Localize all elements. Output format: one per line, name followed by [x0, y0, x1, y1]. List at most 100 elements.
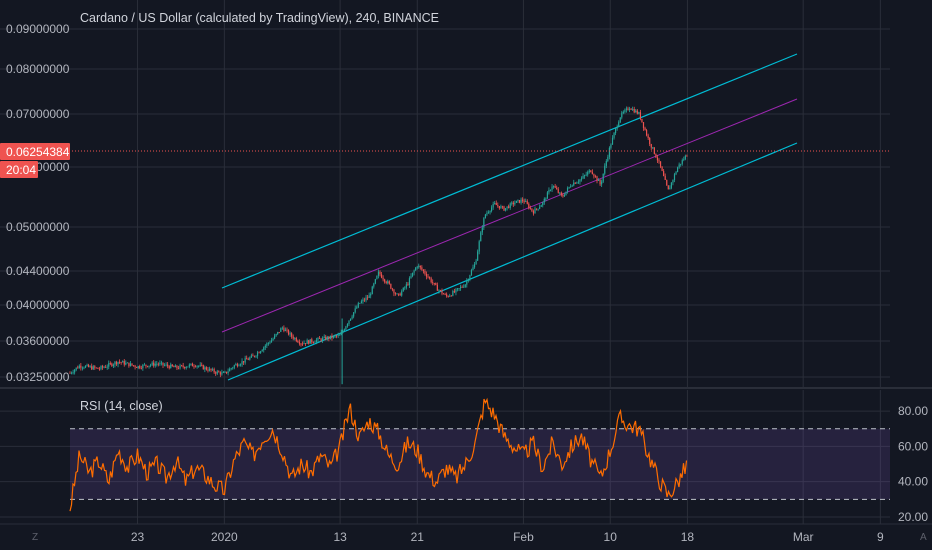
candle-body: [126, 362, 128, 364]
candle-body: [312, 342, 314, 343]
candle-body: [487, 212, 490, 214]
candle-body: [380, 274, 383, 278]
candle-body: [153, 362, 155, 366]
candle-body: [320, 338, 322, 341]
candle-body: [528, 203, 530, 209]
candle-body: [394, 293, 397, 295]
price-tick-label: 0.07000000: [6, 107, 70, 121]
candle-body: [362, 299, 364, 302]
candle-body: [123, 361, 125, 365]
candle-body: [281, 327, 283, 329]
candle-body: [563, 195, 566, 197]
candle-body: [677, 167, 679, 173]
candle-body: [329, 335, 331, 339]
candle-body: [477, 251, 479, 261]
candle-body: [277, 331, 279, 334]
price-tick-label: 0.04400000: [6, 264, 70, 278]
candle-body: [363, 299, 366, 301]
candle-body: [111, 363, 113, 366]
candle-body: [236, 364, 238, 367]
candle-body: [441, 290, 443, 294]
candle-body: [160, 362, 163, 364]
candle-body: [136, 367, 138, 368]
timezone-icon[interactable]: Z: [32, 532, 38, 543]
candle-body: [652, 147, 654, 149]
candle-body: [453, 291, 455, 293]
candle-body: [154, 363, 156, 366]
channel-upper-line[interactable]: [221, 53, 798, 289]
candle-body: [128, 362, 130, 367]
candle-body: [436, 284, 438, 291]
candle-body: [588, 170, 590, 173]
candle-body: [390, 283, 392, 289]
candle-body: [309, 339, 311, 344]
candle-body: [70, 372, 73, 374]
candle-body: [416, 266, 418, 268]
time-axis-bg[interactable]: [0, 524, 932, 550]
candle-body: [601, 181, 603, 185]
candle-body: [489, 210, 491, 213]
candle-body: [365, 297, 367, 301]
candle-body: [661, 166, 663, 171]
candle-body: [582, 175, 584, 179]
candle-body: [605, 161, 607, 166]
candle-body: [596, 176, 598, 181]
candle-body: [337, 334, 339, 337]
candle-body: [649, 138, 651, 145]
candle-body: [145, 364, 147, 366]
candle-body: [198, 365, 200, 367]
candle-body: [134, 365, 136, 368]
candle-body: [639, 112, 641, 119]
candle-body: [170, 364, 172, 369]
candle-body: [92, 366, 94, 370]
candle-body: [318, 337, 321, 339]
candle-body: [432, 282, 434, 284]
candle-body: [194, 366, 197, 368]
candle-body: [215, 372, 217, 374]
auto-scale-icon[interactable]: A: [920, 532, 927, 543]
main-grid: [0, 0, 890, 387]
candle-body: [219, 372, 221, 375]
candle-body: [422, 269, 424, 271]
price-tick-label: 0.04000000: [6, 298, 70, 312]
candle-body: [212, 369, 214, 371]
candle-body: [205, 367, 207, 370]
candle-body: [105, 367, 107, 368]
candle-body: [520, 199, 522, 203]
rsi-tick-label: 80.00: [898, 404, 928, 418]
candle-body: [238, 365, 240, 367]
candle-body: [615, 128, 617, 133]
candle-body: [179, 365, 181, 369]
candle-body: [666, 179, 668, 186]
candle-body: [427, 276, 429, 278]
time-axis[interactable]: 23 2020 13 21 Feb 10 18 Mar 9: [131, 530, 884, 544]
candle-body: [514, 202, 516, 205]
candle-body: [515, 200, 517, 203]
channel-mid-line[interactable]: [221, 98, 798, 333]
candle-body: [349, 318, 352, 321]
candle-body: [207, 369, 209, 371]
candle-body: [249, 357, 251, 360]
price-scale-bg[interactable]: [890, 0, 932, 387]
candle-body: [405, 284, 407, 288]
candle-body: [297, 340, 299, 343]
candle-body: [301, 343, 304, 345]
candle-body: [202, 365, 204, 370]
candle-body: [91, 366, 93, 370]
candle-body: [577, 181, 579, 183]
candle-body: [140, 367, 142, 369]
candle-body: [470, 270, 473, 276]
candle-body: [638, 112, 640, 114]
candle-body: [560, 192, 562, 196]
candle-body: [481, 227, 483, 233]
candle-body: [504, 208, 507, 211]
candle-body: [540, 205, 542, 207]
candle-body: [357, 303, 359, 308]
candle-body: [129, 363, 132, 367]
candle-body: [509, 203, 511, 208]
candle-body: [181, 365, 183, 367]
rsi-axis[interactable]: 80.00 60.00 40.00 20.00: [898, 404, 928, 524]
candle-body: [597, 180, 600, 181]
time-tick-label: 9: [877, 530, 884, 544]
candle-body: [229, 368, 231, 372]
